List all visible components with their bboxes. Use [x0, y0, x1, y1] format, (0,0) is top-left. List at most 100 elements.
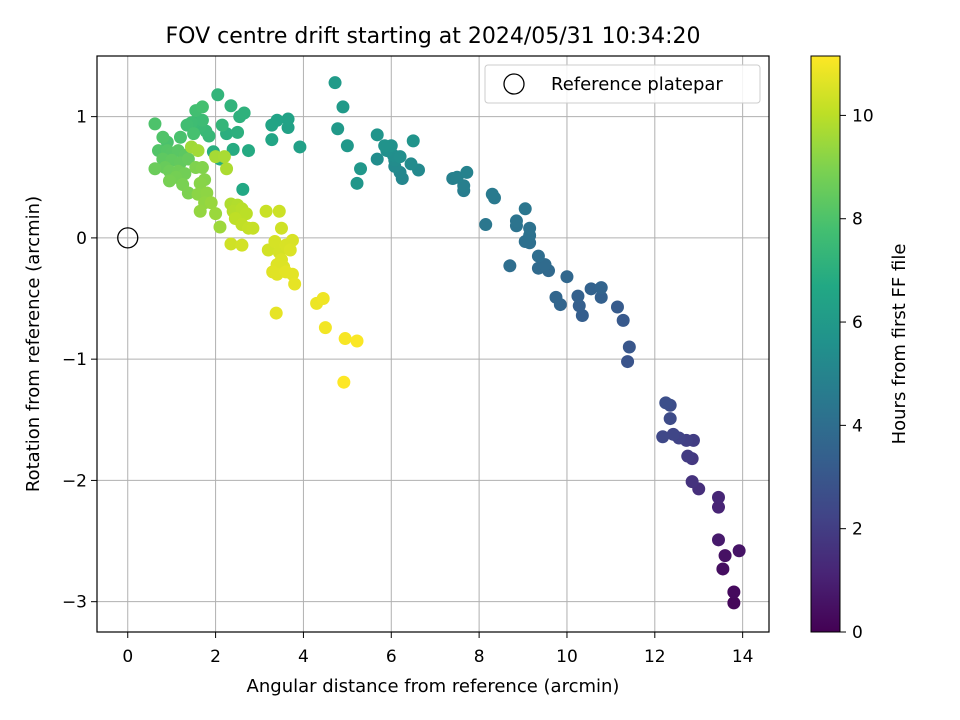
data-point — [711, 490, 725, 504]
legend-reference-marker — [503, 73, 525, 95]
data-point — [318, 321, 332, 335]
data-point — [727, 596, 741, 610]
y-tick-label: 1 — [76, 108, 87, 128]
data-point — [518, 202, 532, 216]
data-point — [220, 162, 234, 176]
data-point — [242, 144, 256, 158]
data-point — [572, 299, 586, 313]
data-point — [331, 122, 345, 136]
x-tick-label: 2 — [210, 647, 221, 667]
colorbar — [810, 55, 841, 633]
data-point — [187, 127, 201, 141]
data-point — [224, 237, 238, 251]
y-tick-label: −1 — [62, 350, 87, 370]
data-point — [272, 204, 286, 218]
data-point — [285, 233, 299, 247]
data-point — [217, 150, 231, 164]
data-point — [523, 221, 537, 235]
x-tick-label: 6 — [386, 647, 397, 667]
data-point — [485, 187, 499, 201]
x-tick-label: 4 — [298, 647, 309, 667]
colorbar-tick-label: 6 — [852, 313, 863, 333]
reference-marker-layer — [117, 227, 139, 249]
y-axis-ticks: −3 −2 −1 0 1 — [62, 108, 97, 613]
data-point — [560, 270, 574, 284]
data-point — [370, 152, 384, 166]
data-point — [281, 112, 295, 126]
data-point — [231, 125, 245, 139]
data-point — [235, 238, 249, 252]
data-point — [239, 207, 253, 221]
data-point — [162, 174, 176, 188]
colorbar-ticks: 0 2 4 6 8 10 — [840, 106, 874, 643]
data-point — [378, 139, 392, 153]
x-tick-label: 12 — [644, 647, 666, 667]
data-point — [224, 99, 238, 113]
colorbar-tick-label: 8 — [852, 210, 863, 230]
y-axis-label: Rotation from reference (arcmin) — [23, 196, 44, 492]
legend-entry-reference: Reference platepar — [551, 74, 723, 95]
colorbar-tick-label: 0 — [852, 623, 863, 643]
chart-title: FOV centre drift starting at 2024/05/31 … — [166, 24, 701, 49]
data-point — [215, 118, 229, 132]
data-point — [209, 207, 223, 221]
data-point — [727, 585, 741, 599]
data-point — [211, 88, 225, 102]
data-point — [148, 117, 162, 131]
data-point — [237, 106, 251, 120]
data-point — [338, 332, 352, 346]
data-point — [549, 290, 563, 304]
data-point — [584, 282, 598, 296]
data-point — [350, 334, 364, 348]
data-point — [265, 133, 279, 147]
data-point — [370, 128, 384, 142]
data-point — [681, 449, 695, 463]
data-point — [406, 134, 420, 148]
data-point — [328, 76, 342, 90]
legend-box: Reference platepar — [484, 64, 761, 104]
plot-frame — [96, 55, 770, 633]
data-point — [293, 140, 307, 154]
data-point — [181, 152, 195, 166]
data-point — [666, 427, 680, 441]
x-tick-label: 0 — [122, 647, 133, 667]
data-point — [181, 186, 195, 200]
data-point — [594, 281, 608, 295]
x-axis-label: Angular distance from reference (arcmin) — [247, 676, 620, 697]
x-axis-ticks: 0 2 4 6 8 10 12 14 — [122, 632, 753, 667]
data-point — [337, 375, 351, 389]
data-point — [193, 176, 207, 190]
data-point — [616, 313, 630, 327]
data-point — [274, 221, 288, 235]
data-point — [195, 113, 209, 127]
data-point — [622, 340, 636, 354]
data-point — [195, 161, 209, 175]
reference-platepar-marker — [117, 227, 139, 249]
data-point — [173, 130, 187, 144]
data-point — [610, 300, 624, 314]
scatter-points — [148, 76, 746, 610]
y-tick-label: 0 — [76, 229, 87, 249]
grid-lines — [97, 56, 769, 632]
data-point — [285, 267, 299, 281]
data-point — [450, 170, 464, 184]
y-tick-label: −3 — [62, 593, 87, 613]
data-point — [195, 100, 209, 114]
data-point — [316, 292, 330, 306]
data-point — [503, 259, 517, 273]
data-point — [479, 218, 493, 232]
data-point — [711, 533, 725, 547]
data-point — [711, 500, 725, 514]
data-point — [659, 396, 673, 410]
data-point — [594, 290, 608, 304]
data-point — [718, 549, 732, 563]
data-point — [531, 249, 545, 263]
data-point — [191, 144, 205, 158]
data-point — [283, 243, 297, 257]
data-point — [663, 412, 677, 426]
data-point — [732, 544, 746, 558]
data-point — [213, 220, 227, 234]
data-point — [200, 186, 214, 200]
data-point — [656, 430, 670, 444]
